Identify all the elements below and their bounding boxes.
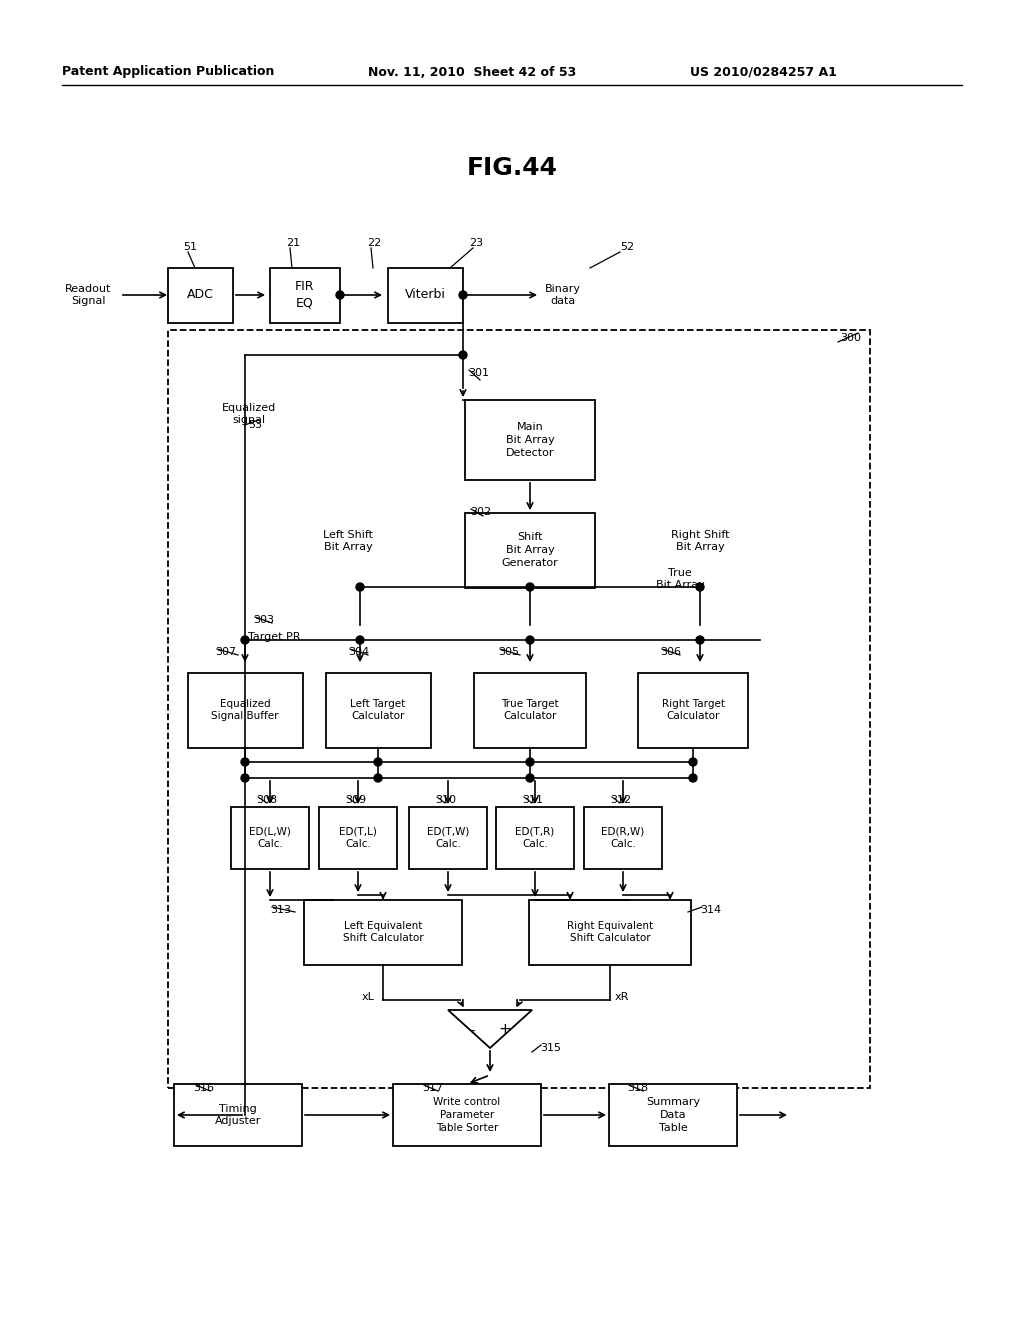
Circle shape (459, 351, 467, 359)
Bar (187, 672, 302, 747)
Bar (638, 672, 748, 747)
Bar (168, 268, 232, 322)
Circle shape (526, 636, 534, 644)
Circle shape (459, 290, 467, 300)
Bar (319, 807, 397, 869)
Text: 311: 311 (522, 795, 543, 805)
Circle shape (526, 774, 534, 781)
Circle shape (689, 758, 697, 766)
Text: Right Shift
Bit Array: Right Shift Bit Array (671, 531, 729, 552)
Text: ED(L,W)
Calc.: ED(L,W) Calc. (249, 826, 291, 849)
Bar (270, 268, 340, 322)
Bar (465, 400, 595, 480)
Text: FIG.44: FIG.44 (467, 156, 557, 180)
Text: 304: 304 (348, 647, 369, 657)
Text: Left Target
Calculator: Left Target Calculator (350, 698, 406, 722)
Text: 318: 318 (627, 1082, 648, 1093)
Text: Viterbi: Viterbi (404, 289, 445, 301)
Text: 310: 310 (435, 795, 456, 805)
Text: ED(R,W)
Calc.: ED(R,W) Calc. (601, 826, 645, 849)
Text: Right Equivalent
Shift Calculator: Right Equivalent Shift Calculator (567, 920, 653, 944)
Circle shape (241, 758, 249, 766)
Text: Nov. 11, 2010  Sheet 42 of 53: Nov. 11, 2010 Sheet 42 of 53 (368, 66, 577, 78)
Circle shape (241, 636, 249, 644)
Bar (174, 1084, 302, 1146)
Text: xR: xR (615, 993, 630, 1002)
Circle shape (374, 758, 382, 766)
Text: Right Target
Calculator: Right Target Calculator (662, 698, 725, 722)
Bar (168, 330, 870, 1088)
Bar (474, 672, 586, 747)
Text: Readout
Signal: Readout Signal (65, 284, 112, 306)
Bar (409, 807, 487, 869)
Text: 51: 51 (183, 242, 197, 252)
Bar (304, 899, 462, 965)
Bar (584, 807, 662, 869)
Bar (387, 268, 463, 322)
Circle shape (689, 774, 697, 781)
Text: Equalized
signal: Equalized signal (222, 403, 276, 425)
Circle shape (241, 774, 249, 781)
Text: Equalized
Signal Buffer: Equalized Signal Buffer (211, 698, 279, 722)
Text: -: - (469, 1023, 475, 1038)
Text: 301: 301 (468, 368, 489, 378)
Text: 21: 21 (286, 238, 300, 248)
Text: 303: 303 (253, 615, 274, 624)
Text: Main
Bit Array
Detector: Main Bit Array Detector (506, 422, 554, 458)
Text: 309: 309 (345, 795, 367, 805)
Text: ED(T,R)
Calc.: ED(T,R) Calc. (515, 826, 555, 849)
Bar (496, 807, 574, 869)
Text: Binary
data: Binary data (545, 284, 581, 306)
Circle shape (356, 636, 364, 644)
Text: Shift
Bit Array
Generator: Shift Bit Array Generator (502, 532, 558, 568)
Bar (231, 807, 309, 869)
Bar (609, 1084, 737, 1146)
Bar (393, 1084, 541, 1146)
Text: 22: 22 (367, 238, 381, 248)
Text: ADC: ADC (186, 289, 213, 301)
Text: 23: 23 (469, 238, 483, 248)
Text: 312: 312 (610, 795, 631, 805)
Text: 302: 302 (470, 507, 492, 517)
Text: 300: 300 (840, 333, 861, 343)
Text: 305: 305 (498, 647, 519, 657)
Text: 306: 306 (660, 647, 681, 657)
Text: Left Shift
Bit Array: Left Shift Bit Array (323, 531, 373, 552)
Text: FIR
EQ: FIR EQ (295, 280, 314, 310)
Circle shape (336, 290, 344, 300)
Circle shape (696, 583, 705, 591)
Text: Timing
Adjuster: Timing Adjuster (215, 1104, 261, 1126)
Text: 315: 315 (540, 1043, 561, 1053)
Text: ED(T,L)
Calc.: ED(T,L) Calc. (339, 826, 377, 849)
Text: ED(T,W)
Calc.: ED(T,W) Calc. (427, 826, 469, 849)
Text: 53: 53 (248, 420, 262, 430)
Text: Summary
Data
Table: Summary Data Table (646, 1097, 700, 1133)
Text: Patent Application Publication: Patent Application Publication (62, 66, 274, 78)
Text: True
Bit Array: True Bit Array (655, 568, 705, 590)
Text: 52: 52 (620, 242, 634, 252)
Bar (529, 899, 691, 965)
Text: 314: 314 (700, 906, 721, 915)
Circle shape (374, 774, 382, 781)
Circle shape (696, 636, 705, 644)
Circle shape (526, 583, 534, 591)
Bar (326, 672, 430, 747)
Circle shape (356, 583, 364, 591)
Circle shape (526, 758, 534, 766)
Text: 317: 317 (422, 1082, 443, 1093)
Text: 308: 308 (256, 795, 278, 805)
Text: Target PR: Target PR (248, 632, 300, 642)
Text: Left Equivalent
Shift Calculator: Left Equivalent Shift Calculator (343, 920, 423, 944)
Text: Write control
Parameter
Table Sorter: Write control Parameter Table Sorter (433, 1097, 501, 1133)
Text: 313: 313 (270, 906, 291, 915)
Text: xL: xL (362, 993, 375, 1002)
Bar (465, 512, 595, 587)
Text: US 2010/0284257 A1: US 2010/0284257 A1 (690, 66, 837, 78)
Text: 307: 307 (215, 647, 237, 657)
Text: True Target
Calculator: True Target Calculator (501, 698, 559, 722)
Text: +: + (499, 1023, 511, 1038)
Text: 316: 316 (193, 1082, 214, 1093)
